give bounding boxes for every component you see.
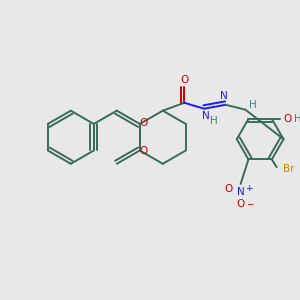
Text: O: O — [236, 199, 245, 209]
Text: Br: Br — [283, 164, 294, 174]
Text: +: + — [245, 184, 252, 194]
Text: N: N — [237, 187, 244, 197]
Text: O: O — [140, 118, 148, 128]
Text: N: N — [220, 91, 228, 101]
Text: O: O — [180, 75, 188, 85]
Text: N: N — [202, 111, 210, 121]
Text: −: − — [246, 199, 253, 208]
Text: H: H — [293, 114, 300, 124]
Text: H: H — [210, 116, 218, 127]
Text: O: O — [225, 184, 233, 194]
Text: O: O — [140, 146, 148, 157]
Text: H: H — [249, 100, 257, 110]
Text: O: O — [284, 114, 292, 124]
